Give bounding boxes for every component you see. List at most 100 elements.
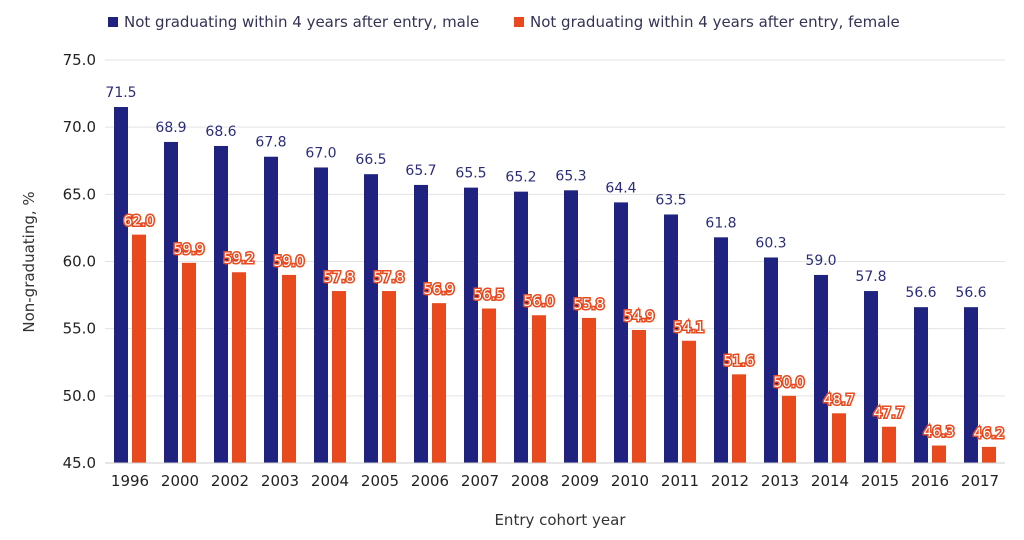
x-axis-ticks: 1996 2000 2002 2003 2004 2005 2006 2007 2008 2009… [111,472,999,490]
data-label-female: 59.9 [173,242,204,258]
data-label-male: 59.0 [805,253,836,269]
bar-male [464,187,478,463]
bar-male [314,167,328,463]
x-tick-label: 2008 [511,472,549,490]
y-tick-label: 50.0 [63,387,96,405]
x-tick-label: 1996 [111,472,149,490]
bar-female [132,234,146,463]
gridlines [105,59,1005,397]
data-label-male: 65.7 [405,163,436,179]
bar-female [382,291,396,463]
data-label-male: 57.8 [855,269,886,285]
data-label-female: 55.8 [573,297,604,313]
bar-female [882,426,896,463]
data-label-male: 64.4 [605,180,636,196]
data-label-female: 54.9 [623,309,654,325]
data-label-male: 56.6 [955,285,986,301]
data-label-female: 46.2 [973,426,1004,442]
y-tick-label: 60.0 [63,253,96,271]
data-label-male: 61.8 [705,215,736,231]
legend-swatch-female [514,17,524,27]
bar-female [932,445,946,463]
x-tick-label: 2004 [311,472,349,490]
x-tick-label: 2003 [261,472,299,490]
bar-male [514,191,528,463]
data-label-male: 56.6 [905,285,936,301]
bar-male [614,202,628,464]
x-tick-label: 2015 [861,472,899,490]
bar-female [232,272,246,463]
data-label-female: 46.3 [923,425,954,441]
data-label-male: 67.8 [255,135,286,151]
data-label-male: 65.5 [455,166,486,182]
bar-female [632,330,646,463]
bar-female [682,340,696,463]
x-axis-title: Entry cohort year [494,511,626,529]
x-tick-label: 2016 [911,472,949,490]
bar-male [414,184,428,463]
x-tick-label: 2000 [161,472,199,490]
x-tick-label: 2014 [811,472,849,490]
x-tick-label: 2017 [961,472,999,490]
bar-male [814,274,828,463]
bar-female [782,395,796,463]
data-label-male: 66.5 [355,152,386,168]
bar-female [832,413,846,463]
x-tick-label: 2002 [211,472,249,490]
data-label-male: 65.3 [555,168,586,184]
x-tick-label: 2010 [611,472,649,490]
bars [114,107,996,464]
bar-female [282,274,296,463]
data-label-female: 56.5 [473,288,504,304]
data-label-male: 68.6 [205,124,236,140]
bar-male [714,237,728,463]
y-tick-label: 55.0 [63,320,96,338]
data-label-female: 62.0 [123,214,154,230]
data-label-female: 57.8 [373,270,404,286]
x-tick-label: 2007 [461,472,499,490]
data-label-female: 59.2 [223,251,254,267]
bar-male [214,145,228,463]
data-label-male: 71.5 [105,85,136,101]
data-label-female: 56.0 [523,294,554,310]
y-tick-label: 45.0 [63,454,96,472]
legend-label-female: Not graduating within 4 years after entr… [530,13,900,31]
legend: Not graduating within 4 years after entr… [108,13,900,31]
data-label-female: 47.7 [873,406,904,422]
bar-male [164,141,178,463]
bar-female [532,315,546,463]
data-label-female: 56.9 [423,282,454,298]
y-tick-label: 65.0 [63,185,96,203]
legend-label-male: Not graduating within 4 years after entr… [124,13,479,31]
bar-female [332,291,346,463]
value-labels: 71.5 62.0 68.9 59.9 68.6 59.2 67.8 59.0 67.0 57.8… [105,85,1006,443]
legend-swatch-male [108,17,118,27]
x-tick-label: 2011 [661,472,699,490]
bar-male [764,257,778,463]
data-label-female: 50.0 [773,375,804,391]
data-label-female: 48.7 [823,392,854,408]
bar-female [732,374,746,463]
y-tick-label: 70.0 [63,118,96,136]
x-tick-label: 2005 [361,472,399,490]
y-tick-label: 75.0 [63,51,96,69]
bar-male [264,156,278,463]
bar-male [864,291,878,463]
bar-male [964,307,978,463]
data-label-male: 68.9 [155,120,186,136]
bar-female [182,262,196,463]
data-label-female: 59.0 [273,254,304,270]
y-axis-title: Non-graduating, % [20,191,38,332]
bar-male [364,174,378,463]
data-label-male: 65.2 [505,170,536,186]
data-label-male: 67.0 [305,145,336,161]
bar-female [582,317,596,463]
bar-male [664,214,678,463]
data-label-female: 57.8 [323,270,354,286]
bar-male [114,107,128,464]
data-label-female: 51.6 [723,353,754,369]
bar-female [432,303,446,463]
data-label-male: 60.3 [755,235,786,251]
bar-female [482,308,496,463]
x-tick-label: 2012 [711,472,749,490]
